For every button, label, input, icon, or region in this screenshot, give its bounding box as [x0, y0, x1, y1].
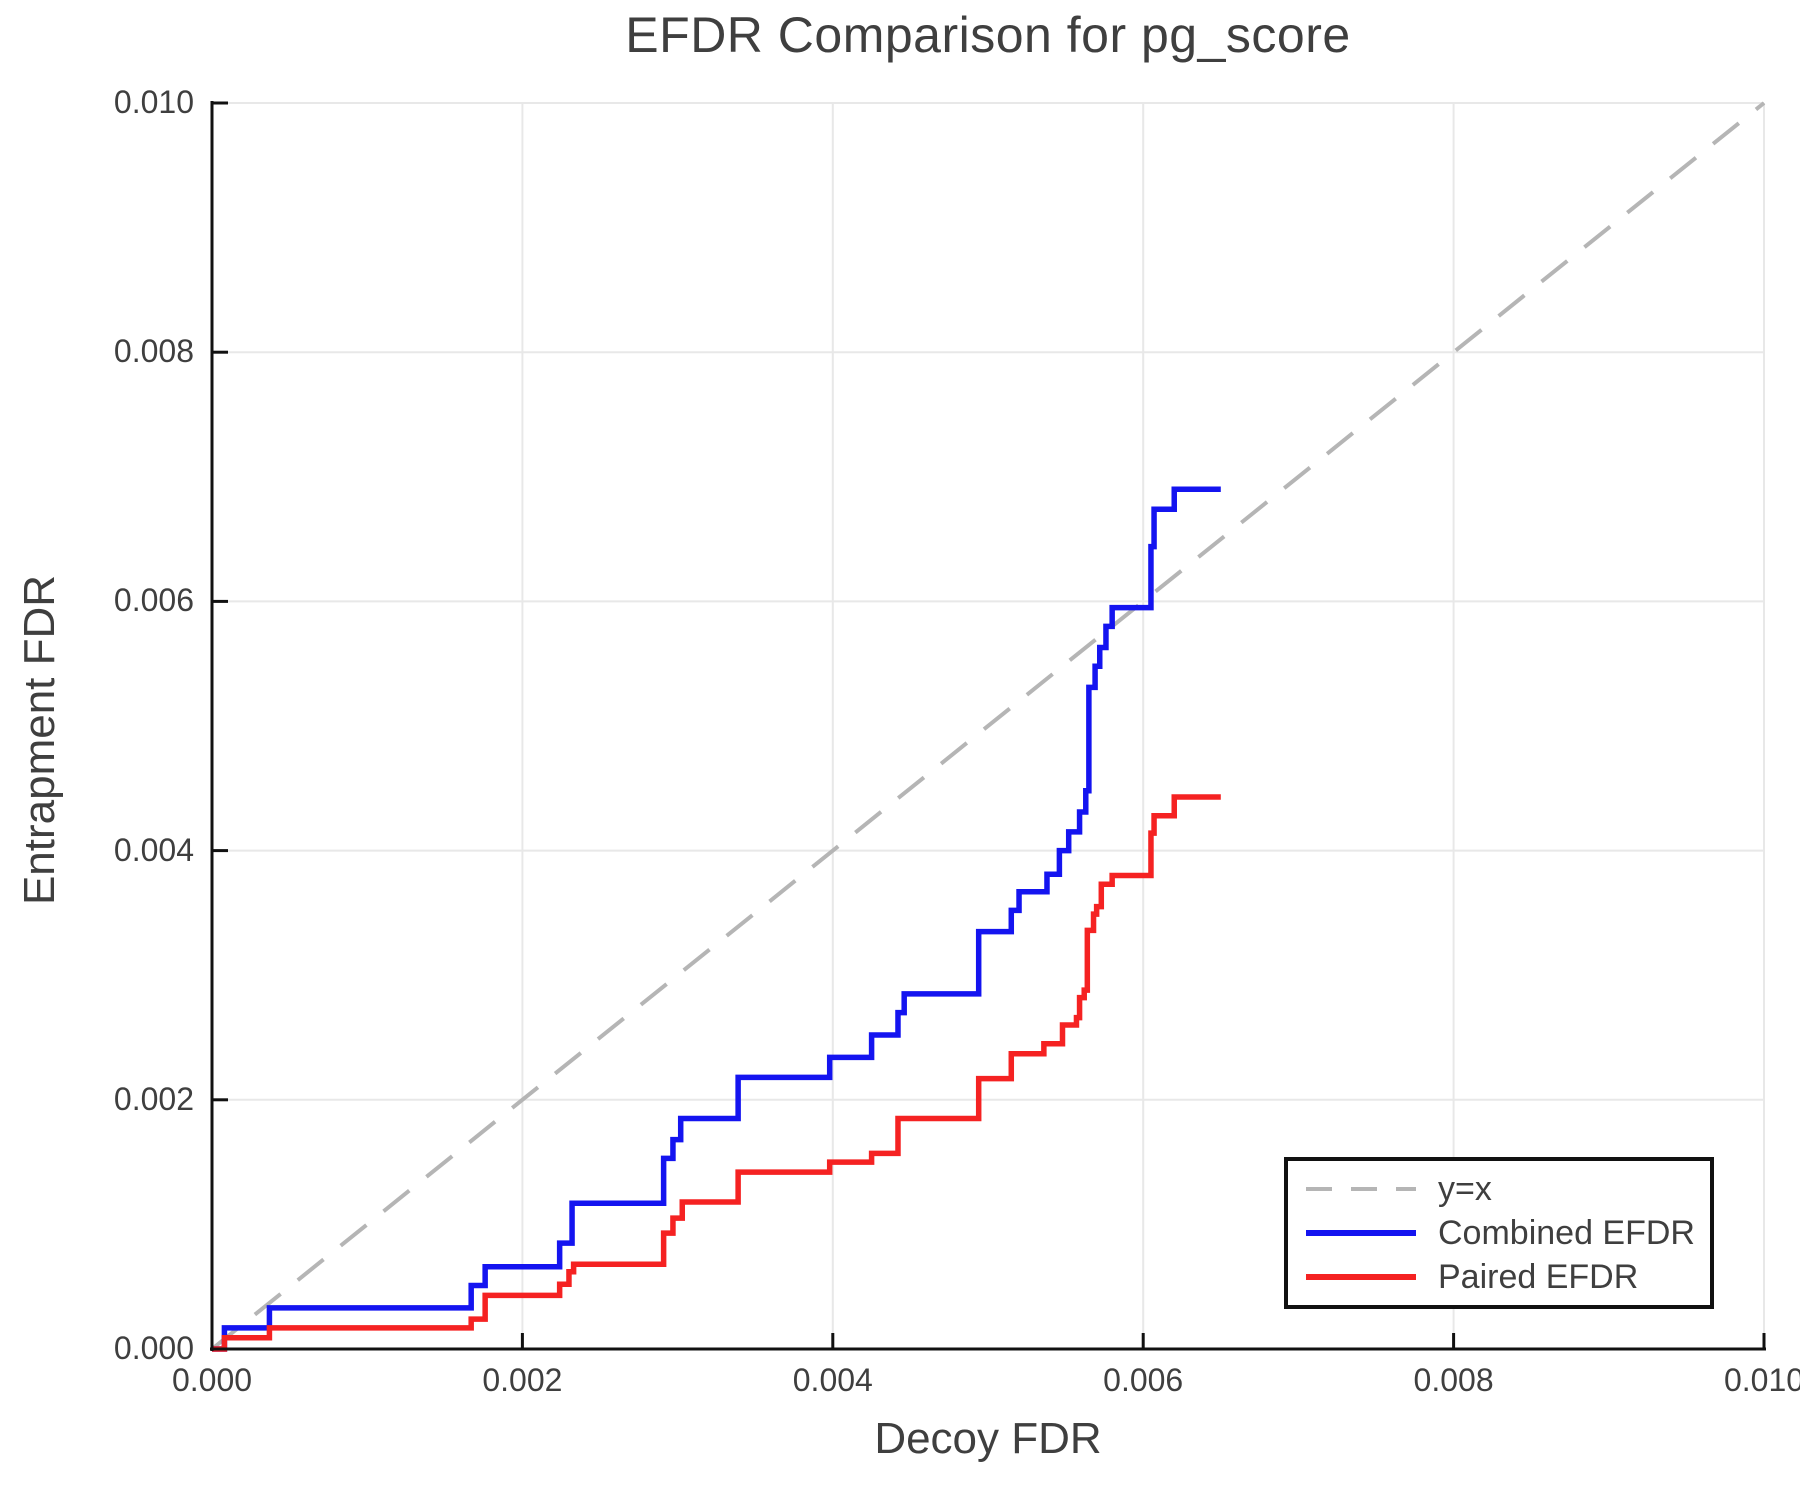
x-tick-label: 0.010: [1723, 1362, 1800, 1398]
gridlines: [212, 102, 1765, 1349]
chart-title: EFDR Comparison for pg_score: [625, 7, 1351, 63]
legend: y=x Combined EFDR Paired EFDR: [1284, 1157, 1714, 1309]
identity-line: [210, 101, 1766, 1351]
x-tick-label: 0.000: [171, 1362, 253, 1398]
legend-label-identity: y=x: [1438, 1170, 1492, 1208]
y-tick-label: 0.000: [113, 1330, 194, 1366]
x-tick-label: 0.006: [1103, 1362, 1184, 1398]
x-axis-label: Decoy FDR: [874, 1414, 1102, 1463]
y-tick-label: 0.002: [113, 1080, 194, 1117]
legend-label-paired: Paired EFDR: [1438, 1258, 1639, 1296]
x-tick-label: 0.004: [792, 1362, 873, 1398]
paired-efdr-line: [212, 794, 1221, 1352]
legend-label-combined: Combined EFDR: [1438, 1214, 1695, 1252]
x-tick-label: 0.008: [1413, 1362, 1494, 1398]
legend-item-identity: y=x: [1306, 1170, 1710, 1208]
y-tick-label: 0.010: [113, 84, 194, 120]
combined-line-swatch: [1306, 1230, 1416, 1236]
y-tick-label: 0.006: [113, 582, 194, 619]
legend-item-combined: Combined EFDR: [1306, 1214, 1710, 1252]
combined-efdr-line: [212, 486, 1221, 1352]
y-tick-label: 0.008: [113, 333, 194, 370]
axis-spines: [210, 101, 1766, 1351]
y-tick-label: 0.004: [113, 831, 194, 868]
identity-line-swatch: [1306, 1187, 1416, 1191]
x-tick-label: 0.002: [482, 1362, 563, 1398]
paired-line-swatch: [1306, 1274, 1416, 1280]
plot-area: [210, 101, 1766, 1352]
legend-item-paired: Paired EFDR: [1306, 1258, 1710, 1296]
